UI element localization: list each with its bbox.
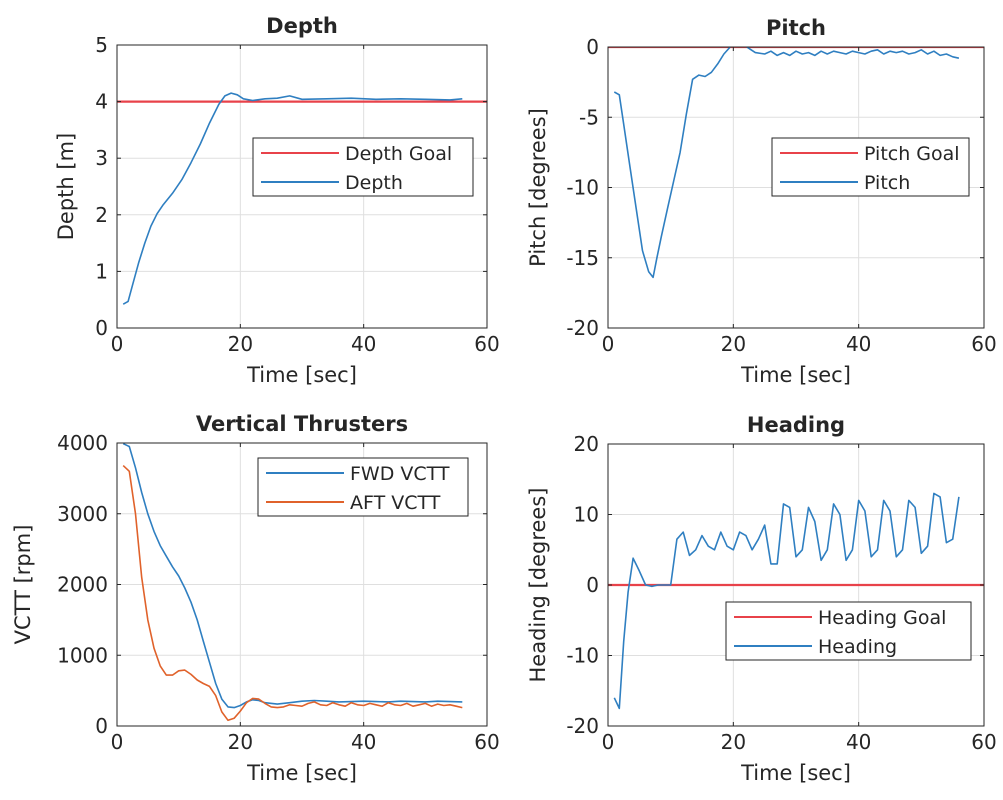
axes-box (116, 44, 488, 329)
chart-panel-depth: 0 20 40 60 0 1 2 3 4 5 Depth Time [sec] Depth [m] Dep… (54, 14, 500, 387)
x-axis-label: Time [sec] (740, 363, 851, 387)
legend-box (252, 137, 474, 197)
series-line-pitch (613, 47, 960, 279)
y-tick-label: 1000 (57, 643, 108, 667)
legend-label-heading: Heading (818, 636, 897, 658)
x-tick-label: 20 (721, 730, 746, 754)
y-tick-label: 0 (586, 573, 599, 597)
legend: Pitch Goal Pitch (771, 137, 970, 197)
y-tick-label: 0 (95, 714, 108, 738)
y-tick-label: 3 (95, 146, 108, 170)
y-tick-label: -20 (566, 316, 599, 340)
y-axis-label: Depth [m] (54, 133, 78, 240)
legend: FWD VCTT AFT VCTT (257, 457, 469, 517)
legend-label-pitch-goal: Pitch Goal (864, 143, 960, 165)
legend-label-pitch: Pitch (864, 172, 910, 194)
legend-box (725, 601, 972, 661)
y-tick-label: -5 (579, 105, 599, 129)
y-tick-label: 3000 (57, 502, 108, 526)
chart-panel-heading: 0 20 40 60 -20 -10 0 10 20 Heading Time [sec] Headi… (526, 413, 997, 785)
legend-label-aft-vctt: AFT VCTT (350, 492, 441, 514)
y-tick-label: 0 (95, 316, 108, 340)
x-tick-label: 40 (351, 730, 376, 754)
series-line-aft-vctt (122, 465, 463, 722)
x-tick-label: 60 (971, 332, 996, 356)
series-line-depth (122, 92, 463, 305)
legend-label-fwd-vctt: FWD VCTT (350, 463, 450, 485)
chart-title: Pitch (766, 16, 826, 40)
y-axis-label: Pitch [degrees] (526, 108, 550, 267)
y-tick-label: 10 (574, 503, 599, 527)
y-tick-label: 0 (586, 35, 599, 59)
legend-label-depth: Depth (345, 172, 403, 194)
y-axis-label: Heading [degrees] (526, 488, 550, 683)
x-tick-label: 40 (846, 332, 871, 356)
x-axis-label: Time [sec] (246, 363, 357, 387)
legend-box (771, 137, 970, 197)
x-tick-label: 60 (474, 332, 499, 356)
y-tick-label: 4 (95, 90, 108, 114)
y-tick-label: -20 (566, 714, 599, 738)
x-tick-label: 60 (971, 730, 996, 754)
y-tick-label: 1 (95, 259, 108, 283)
x-tick-label: 20 (721, 332, 746, 356)
x-tick-label: 20 (228, 730, 253, 754)
x-axis-label: Time [sec] (740, 761, 851, 785)
y-tick-label: 4000 (57, 431, 108, 455)
legend: Depth Goal Depth (252, 137, 474, 197)
series-line-heading (613, 492, 960, 710)
chart-title: Vertical Thrusters (196, 412, 408, 436)
x-tick-label: 60 (474, 730, 499, 754)
x-tick-label: 40 (351, 332, 376, 356)
y-axis-label: VCTT [rpm] (11, 525, 35, 645)
y-tick-label: 2 (95, 203, 108, 227)
x-tick-label: 20 (228, 332, 253, 356)
x-tick-label: 0 (602, 332, 615, 356)
chart-panel-pitch: 0 20 40 60 -20 -15 -10 -5 0 Pitch Time [sec] Pitch … (526, 16, 997, 387)
chart-title: Depth (266, 14, 338, 38)
x-axis-label: Time [sec] (246, 761, 357, 785)
legend: Heading Goal Heading (725, 601, 972, 661)
legend-box (257, 457, 469, 517)
y-tick-label: -15 (566, 246, 599, 270)
x-tick-label: 0 (111, 730, 124, 754)
chart-panel-vertical-thrusters: 0 20 40 60 0 1000 2000 3000 4000 Vertical Thruste… (11, 412, 500, 785)
legend-label-heading-goal: Heading Goal (818, 607, 946, 629)
y-tick-label: 2000 (57, 573, 108, 597)
x-tick-label: 0 (111, 332, 124, 356)
x-tick-label: 0 (602, 730, 615, 754)
chart-title: Heading (747, 413, 845, 437)
y-tick-label: -10 (566, 176, 599, 200)
y-tick-label: 5 (95, 33, 108, 57)
legend-label-depth-goal: Depth Goal (345, 143, 452, 165)
x-tick-label: 40 (846, 730, 871, 754)
y-tick-label: 20 (574, 432, 599, 456)
series-line-fwd-vctt (122, 443, 463, 709)
y-tick-label: -10 (566, 644, 599, 668)
